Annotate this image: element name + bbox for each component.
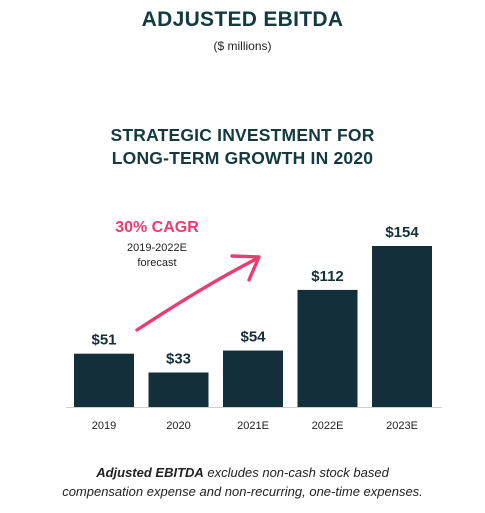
growth-arrow-group [135,254,261,332]
heading-line-1: STRATEGIC INVESTMENT FOR [110,125,375,145]
footnote-bold: Adjusted EBITDA [96,465,204,480]
bar-2023E [372,246,432,407]
footnote-line-1: Adjusted EBITDA excludes non-cash stock … [0,463,485,482]
data-label-2019: $51 [91,332,116,349]
footnote-line-2: compensation expense and non-recurring, … [62,484,423,499]
tick-label-2021E: 2021E [237,420,269,432]
growth-arrow-head-icon [230,254,261,282]
data-label-2022E: $112 [311,268,344,285]
footnote-rest: excludes non-cash stock based [203,465,389,480]
footnote: Adjusted EBITDA excludes non-cash stock … [0,463,485,501]
data-label-2021E: $54 [240,329,266,346]
tick-label-2019: 2019 [92,420,116,432]
chart-subtitle: ($ millions) [213,39,272,53]
data-label-2023E: $154 [385,224,419,241]
tick-label-2023E: 2023E [386,420,418,432]
cagr-period-label: forecast [137,257,177,269]
cagr-period: 2019-2022E forecast [111,241,203,271]
cagr-label: 30% CAGR [115,219,199,236]
growth-arrow-icon [135,256,260,332]
chart-title: ADJUSTED EBITDA [141,8,344,31]
data-label-2020: $33 [166,351,191,368]
bars-layer: $51 2019 $33 2020 $54 2021E $112 2022E $154 2023E [66,224,442,432]
tick-label-2020: 2020 [166,420,190,432]
bar-2022E [297,289,358,407]
heading-line-2: LONG-TERM GROWTH IN 2020 [111,148,374,168]
tick-label-2022E: 2022E [312,420,344,432]
bar-2019 [74,353,134,407]
bar-2020 [148,372,209,407]
cagr-period-range: 2019-2022E [127,242,187,254]
section-heading: STRATEGIC INVESTMENT FOR LONG-TERM GROWT… [0,124,485,170]
bar-2021E [223,350,283,407]
